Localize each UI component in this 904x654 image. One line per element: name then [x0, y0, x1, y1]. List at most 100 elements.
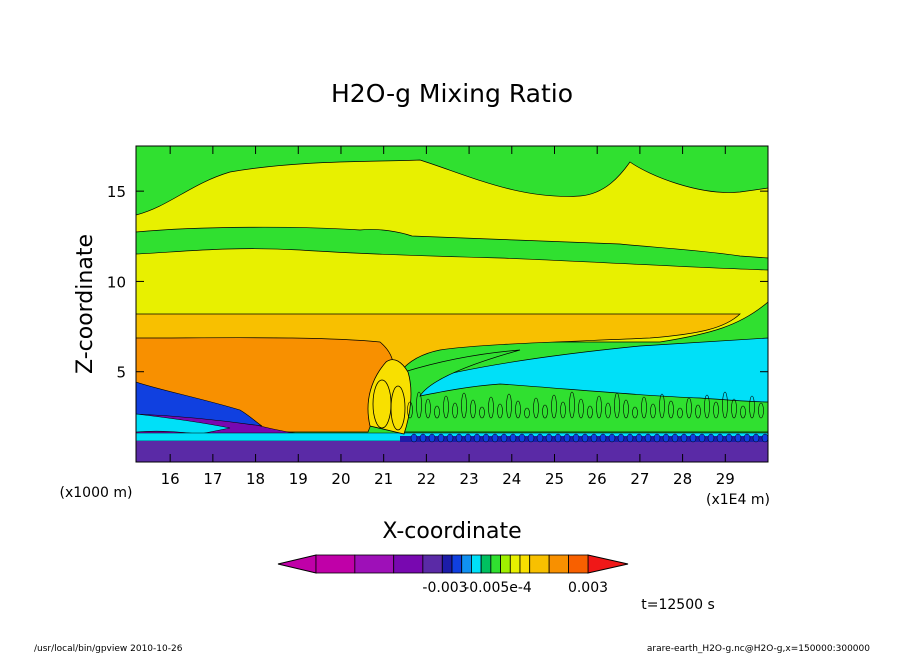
- contour-spike: [488, 396, 494, 419]
- x-tick-label: 25: [545, 470, 564, 488]
- contour-loop-2: [390, 385, 406, 431]
- x-tick-label: 18: [246, 470, 265, 488]
- contour-spike: [506, 393, 512, 419]
- contour-cell: [428, 433, 436, 443]
- y-tick-label: 15: [107, 183, 126, 201]
- colorbar-label-0: -0.003: [422, 580, 467, 596]
- contour-cell: [644, 433, 652, 443]
- region-surface-cyan: [136, 413, 231, 435]
- contour-spike: [668, 400, 674, 419]
- time-label: t=12500 s: [641, 597, 715, 613]
- x-tick-label: 19: [289, 470, 308, 488]
- colorbar-bin: [548, 554, 569, 574]
- contour-cell: [581, 433, 589, 443]
- footer-right: arare-earth_H2O-g.nc@H2O-g,x=150000:3000…: [647, 644, 870, 654]
- contour-cell: [491, 433, 499, 443]
- x-tick-label: 16: [161, 470, 180, 488]
- contour-cell: [752, 433, 760, 443]
- contour-spike: [623, 399, 629, 419]
- contour-cell: [617, 433, 625, 443]
- contour-cell: [761, 433, 768, 443]
- contour-cell: [599, 433, 607, 443]
- contour-spike: [497, 403, 503, 419]
- colorbar-bin: [529, 554, 550, 574]
- x-tick-label: 26: [588, 470, 607, 488]
- contour-cell: [500, 433, 508, 443]
- contour-spike: [542, 404, 548, 419]
- contour-cell: [653, 433, 661, 443]
- contour-spike: [677, 407, 683, 419]
- x-unit-left: (x1000 m): [60, 485, 133, 501]
- contour-spike: [461, 392, 467, 419]
- colorbar-label-2: 0.003: [568, 580, 608, 596]
- colorbar-bin: [393, 554, 424, 574]
- colorbar-bin: [500, 554, 511, 574]
- contour-cell: [608, 433, 616, 443]
- contour-spike: [551, 394, 557, 419]
- contour-spike: [470, 399, 476, 419]
- contour-spike: [704, 394, 710, 419]
- contour-cell: [545, 433, 553, 443]
- colorbar-bin: [471, 554, 482, 574]
- contour-cell: [734, 433, 742, 443]
- contour-cell: [590, 433, 598, 443]
- contour-spike: [758, 402, 764, 419]
- colorbar-bin: [568, 554, 589, 574]
- contour-cell: [743, 433, 751, 443]
- footer-left: /usr/local/bin/gpview 2010-10-26: [34, 644, 183, 654]
- x-tick-label: 23: [460, 470, 479, 488]
- x-unit-right: (x1E4 m): [706, 492, 770, 508]
- contour-spike: [650, 403, 656, 419]
- x-axis-label: X-coordinate: [382, 519, 521, 544]
- colorbar-bin: [509, 554, 521, 574]
- colorbar-bin: [480, 554, 492, 574]
- contour-cell: [473, 433, 481, 443]
- contour-spike: [722, 391, 728, 419]
- colorbar-bin: [354, 554, 395, 574]
- contour-cell: [680, 433, 688, 443]
- y-tick-label: 10: [107, 273, 126, 291]
- x-tick-label: 21: [374, 470, 393, 488]
- contour-spike: [434, 405, 440, 419]
- x-tick-label: 28: [673, 470, 692, 488]
- colorbar-right-arrow: [587, 554, 629, 574]
- x-tick-label: 22: [417, 470, 436, 488]
- contour-spike: [569, 391, 575, 419]
- x-tick-label: 27: [630, 470, 649, 488]
- contour-cell: [563, 433, 571, 443]
- contour-spike: [587, 405, 593, 419]
- plot-area: [136, 146, 768, 462]
- contour-spike: [425, 398, 431, 419]
- contour-spike: [659, 393, 665, 419]
- contour-cell: [716, 433, 724, 443]
- colorbar-bin: [519, 554, 531, 574]
- contour-spike: [695, 404, 701, 419]
- contour-spike: [578, 398, 584, 419]
- colorbar-bin: [451, 554, 463, 574]
- contour-spike: [479, 406, 485, 419]
- x-tick-label: 20: [331, 470, 350, 488]
- contour-spike: [713, 401, 719, 419]
- contour-spike: [560, 401, 566, 419]
- contour-spike: [740, 405, 746, 419]
- region-green-band: [136, 226, 768, 271]
- y-axis: 5 10 15: [107, 183, 768, 382]
- contour-cell: [554, 433, 562, 443]
- contour-cell: [464, 433, 472, 443]
- region-purple-base: [136, 441, 768, 462]
- x-tick-label: 17: [203, 470, 222, 488]
- contour-spike: [416, 391, 422, 419]
- contour-cell: [527, 433, 535, 443]
- contour-cell: [437, 433, 445, 443]
- surface-oscillations: [407, 391, 768, 443]
- plot-frame: [135, 145, 769, 463]
- contour-cell: [689, 433, 697, 443]
- chart-title: H2O-g Mixing Ratio: [331, 79, 573, 108]
- contour-cell: [572, 433, 580, 443]
- contour-cell: [536, 433, 544, 443]
- contour-cell: [482, 433, 490, 443]
- contour-spike: [641, 396, 647, 419]
- region-green-lower: [403, 349, 768, 433]
- colorbar-bin: [315, 554, 356, 574]
